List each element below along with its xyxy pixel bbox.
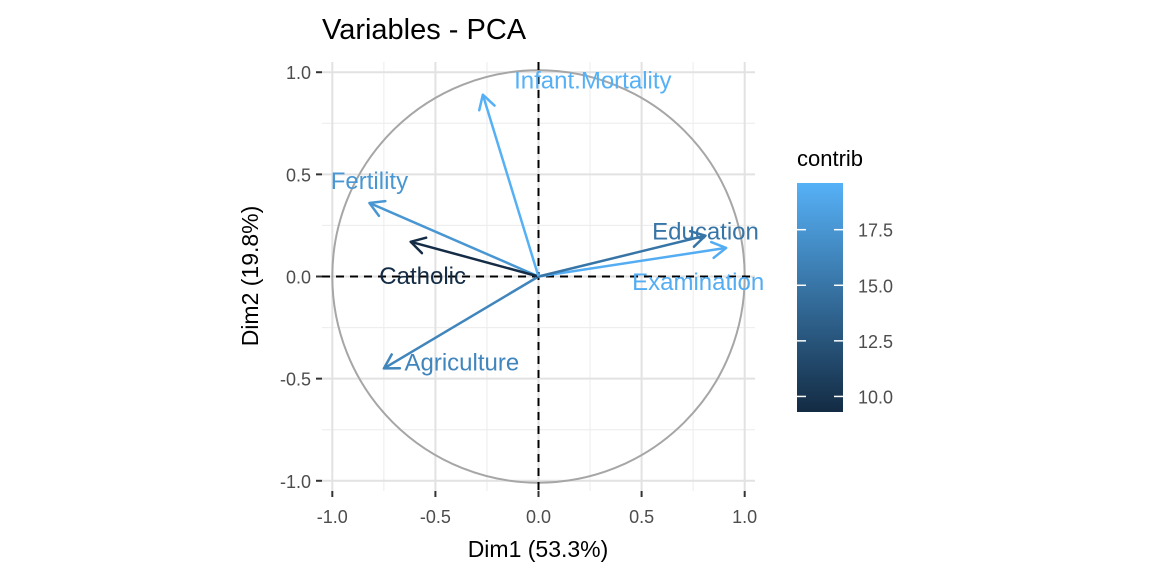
arrow-catholic <box>410 240 539 278</box>
arrow-infant-mortality <box>481 94 540 277</box>
x-axis-title: Dim1 (53.3%) <box>468 536 609 562</box>
variable-labels: Fertility Agriculture Examination Education… <box>331 68 764 377</box>
y-tick-label: -0.5 <box>280 370 311 390</box>
legend-tick-label: 15.0 <box>858 276 893 296</box>
variable-arrows <box>368 93 728 370</box>
label-education: Education <box>652 219 759 246</box>
arrow-examination <box>538 246 727 278</box>
y-tick-label: 0.0 <box>286 268 311 288</box>
axis-ticks <box>316 71 746 497</box>
arrowhead-catholic <box>409 236 428 255</box>
plot-panel: Fertility Agriculture Examination Education… <box>322 62 764 491</box>
x-tick-label: 0.0 <box>526 507 551 527</box>
arrowhead-education <box>688 229 707 248</box>
legend-tick-label: 10.0 <box>858 387 893 407</box>
legend-ticks: 17.5 15.0 12.5 10.0 <box>797 221 893 407</box>
x-tick-label: 1.0 <box>732 507 757 527</box>
y-tick-labels: 1.0 0.5 0.0 -0.5 -1.0 <box>280 63 311 492</box>
y-tick-label: 0.5 <box>286 165 311 185</box>
x-tick-label: -1.0 <box>317 507 348 527</box>
arrowhead-fertility <box>368 199 387 218</box>
legend-tick-label: 17.5 <box>858 221 893 241</box>
arrow-education <box>538 234 706 278</box>
legend-colorbar <box>797 183 843 412</box>
arrowhead-agriculture <box>382 353 402 370</box>
arrowhead-infant-mortality <box>477 93 496 112</box>
x-tick-label: 0.5 <box>629 507 654 527</box>
y-tick-label: -1.0 <box>280 472 311 492</box>
label-catholic: Catholic <box>379 263 466 290</box>
label-examination: Examination <box>632 269 764 296</box>
y-tick-label: 1.0 <box>286 63 311 83</box>
label-fertility: Fertility <box>331 168 408 195</box>
label-infant-mortality: Infant.Mortality <box>514 68 671 95</box>
arrow-fertility <box>368 201 539 278</box>
arrow-agriculture <box>383 275 540 370</box>
legend-title: contrib <box>797 146 863 171</box>
x-tick-labels: -1.0 -0.5 0.0 0.5 1.0 <box>317 507 757 527</box>
chart-title: Variables - PCA <box>322 14 527 46</box>
label-agriculture: Agriculture <box>404 349 519 376</box>
y-axis-title: Dim2 (19.8%) <box>237 206 263 347</box>
x-tick-label: -0.5 <box>420 507 451 527</box>
legend: contrib 17.5 15.0 12.5 10.0 <box>797 146 893 412</box>
legend-tick-label: 12.5 <box>858 332 893 352</box>
arrowhead-examination <box>709 240 728 260</box>
